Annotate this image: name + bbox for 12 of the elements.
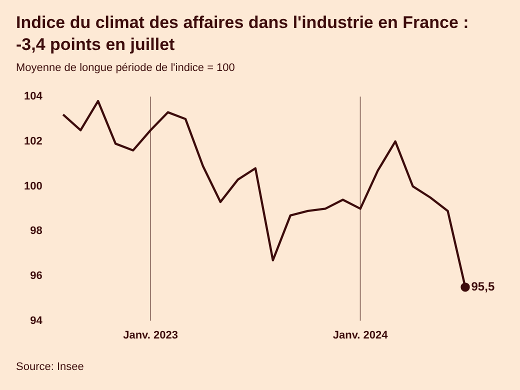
y-tick-label: 100: [24, 180, 42, 192]
y-tick-label: 102: [24, 135, 42, 148]
y-tick-label: 94: [30, 314, 44, 327]
y-tick-label: 98: [30, 225, 42, 238]
x-tick-label: Janv. 2024: [332, 329, 389, 342]
data-label: 95,5: [471, 279, 495, 294]
y-tick-label: 104: [24, 90, 44, 103]
x-tick-label: Janv. 2023: [123, 329, 178, 342]
chart-title: Indice du climat des affaires dans l'industrie en France : -3,4 points en juillet: [16, 12, 470, 56]
y-tick-label: 96: [30, 270, 42, 282]
chart-subtitle: Moyenne de longue période de l'indice = 100: [16, 62, 235, 74]
source-note: Source: Insee: [16, 361, 84, 373]
